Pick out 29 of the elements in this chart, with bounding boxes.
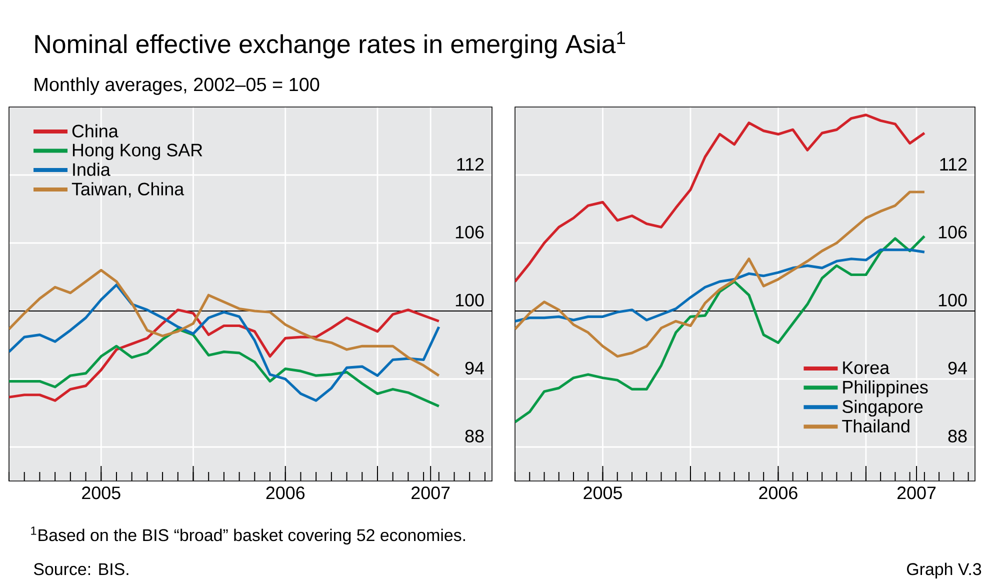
legend-label: Philippines xyxy=(843,380,928,398)
x-tick-label: 2005 xyxy=(584,486,622,500)
y-tick-label: 100 xyxy=(456,294,484,306)
y-tick-label: 112 xyxy=(940,158,967,170)
legend-label: Taiwan, China xyxy=(72,182,184,198)
legend-label: Korea xyxy=(843,362,890,374)
legend-label: China xyxy=(72,124,118,138)
chart-title: Nominal effective exchange rates in emerging Asia$^{1}$ xyxy=(35,32,626,58)
y-tick-label: 94 xyxy=(948,362,967,374)
x-tick-label: 2005 xyxy=(82,486,120,500)
y-tick-label: 88 xyxy=(948,430,967,442)
y-tick-label: 100 xyxy=(938,294,967,306)
text: Graph V.3 xyxy=(907,562,982,579)
y-tick-label: 112 xyxy=(457,158,484,170)
x-tick-label: 2006 xyxy=(759,486,798,500)
x-tick-label: 2007 xyxy=(412,486,450,500)
legend-label: India xyxy=(73,162,110,176)
y-tick-label: 94 xyxy=(465,362,484,374)
text: $^{1}$Based on the BIS “broad” basket covering 52 economies. xyxy=(31,526,465,545)
legend-label: Thailand xyxy=(842,419,910,432)
x-tick-label: 2006 xyxy=(266,486,305,500)
x-tick-label: 2007 xyxy=(897,486,936,500)
legend-label: Singapore xyxy=(842,400,923,417)
chart-subtitle: Monthly averages, 2002–05 = 100 xyxy=(34,77,320,95)
y-tick-label: 106 xyxy=(456,226,484,238)
legend-label: Hong Kong SAR xyxy=(72,144,202,160)
y-tick-label: 88 xyxy=(465,430,484,442)
source-note: Source: BIS. xyxy=(34,563,128,576)
y-tick-label: 106 xyxy=(938,226,967,238)
